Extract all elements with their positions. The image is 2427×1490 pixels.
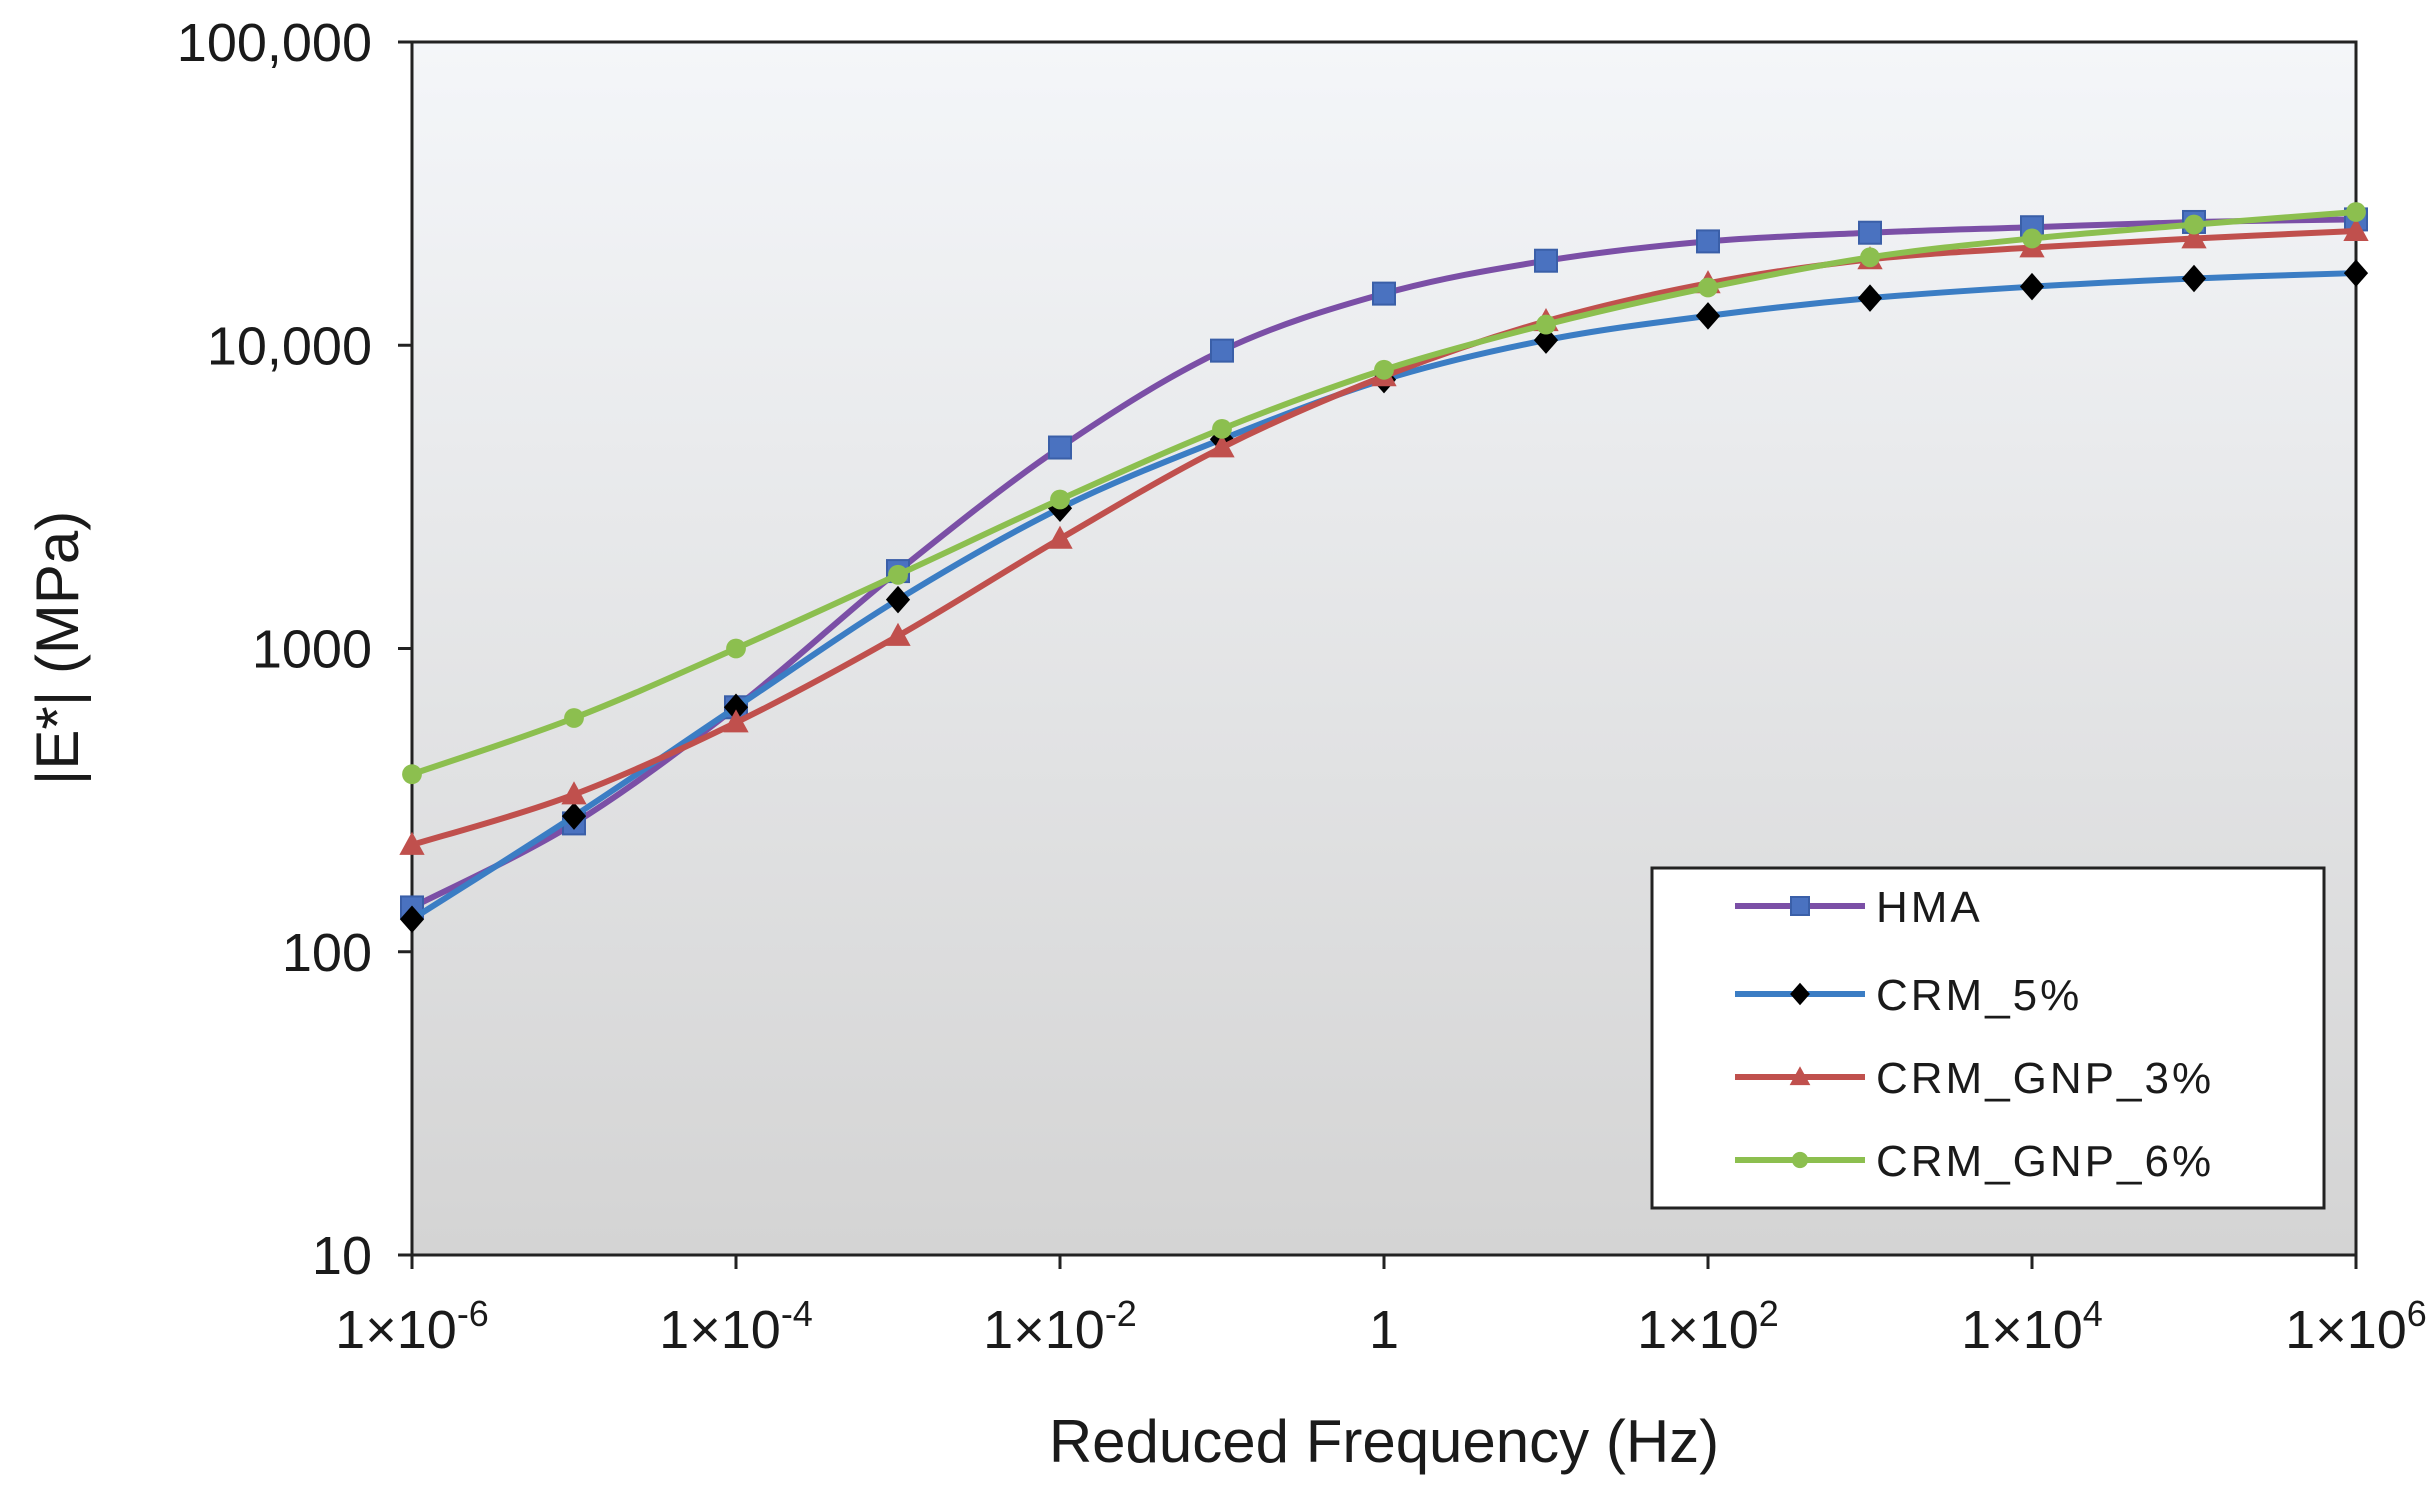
data-point	[1696, 229, 1720, 254]
data-point	[1212, 418, 1232, 439]
data-point	[2184, 214, 2204, 235]
data-point	[399, 831, 425, 855]
x-axis-title: Reduced Frequency (Hz)	[1049, 1408, 1719, 1475]
legend-label: CRM_GNP_6%	[1876, 1137, 2214, 1186]
legend-item: CRM_GNP_3%	[1735, 1054, 2214, 1103]
data-point	[2181, 264, 2207, 293]
x-tick-base: 1	[1369, 1300, 1399, 1360]
x-tick-label: 1×10-4	[659, 1293, 813, 1360]
data-point	[726, 638, 746, 659]
data-point	[885, 585, 911, 614]
data-point	[2343, 259, 2369, 287]
x-tick-label: 1	[1369, 1300, 1399, 1360]
data-point	[1536, 314, 1556, 335]
x-tick-exponent: 6	[2407, 1293, 2427, 1334]
x-tick-base: 1×10	[1637, 1300, 1759, 1360]
x-tick-base: 1×10	[983, 1300, 1105, 1360]
x-tick-label: 1×102	[1637, 1293, 1779, 1360]
x-tick-exponent: 4	[2083, 1293, 2103, 1334]
x-tick-exponent: -2	[1105, 1293, 1137, 1334]
data-point	[2346, 202, 2366, 222]
data-point	[723, 693, 749, 722]
data-point	[561, 802, 587, 830]
legend: HMA CRM_5% CRM_GNP_3% CRM_GNP_6%	[1650, 866, 2326, 1210]
y-tick-label: 100,000	[177, 13, 372, 73]
y-axis-ticks: 10 100 1000 10,000 100,000	[177, 13, 412, 1286]
data-point	[1534, 248, 1558, 273]
legend-item: CRM_GNP_6%	[1735, 1137, 2214, 1186]
data-point	[1698, 277, 1718, 298]
y-tick-label: 100	[282, 923, 372, 983]
data-point	[888, 564, 908, 585]
x-tick-exponent: -6	[457, 1293, 489, 1334]
x-tick-exponent: -4	[781, 1293, 813, 1334]
data-point	[561, 781, 587, 805]
data-point	[1857, 284, 1883, 312]
y-tick-label: 10,000	[207, 316, 372, 376]
data-point	[1860, 247, 1880, 268]
data-point	[1048, 435, 1072, 460]
legend-box	[1650, 866, 2326, 1210]
legend-marker	[1789, 1066, 1811, 1086]
data-point	[1858, 220, 1882, 245]
x-tick-base: 1×10	[2285, 1300, 2407, 1360]
legend-item: CRM_5%	[1735, 971, 2082, 1020]
x-tick-exponent: 2	[1759, 1293, 1779, 1334]
data-point	[1050, 489, 1070, 510]
y-tick-label: 1000	[252, 620, 372, 680]
data-point	[723, 709, 749, 733]
data-point	[399, 905, 425, 933]
y-tick-label: 10	[312, 1226, 372, 1286]
data-point	[2181, 225, 2207, 249]
data-point	[1374, 359, 1394, 380]
data-point	[885, 622, 911, 646]
data-point	[2022, 228, 2042, 249]
data-point	[2343, 217, 2369, 241]
data-point	[564, 708, 584, 728]
data-point	[1210, 338, 1234, 363]
data-point	[1372, 281, 1396, 306]
x-tick-base: 1×10	[659, 1300, 781, 1360]
legend-label: CRM_GNP_3%	[1876, 1054, 2214, 1103]
data-point	[1209, 434, 1235, 458]
data-point	[1533, 326, 1559, 354]
x-tick-base: 1×10	[1961, 1300, 2083, 1360]
legend-label: CRM_5%	[1876, 971, 2082, 1020]
legend-marker	[1790, 982, 1810, 1006]
x-axis-ticks: 1×10-6 1×10-4 1×10-2 1 1×102 1×104 1×106	[335, 1255, 2427, 1360]
x-tick-base: 1×10	[335, 1300, 457, 1360]
data-point	[2019, 272, 2045, 301]
series-crm-gnp-6-	[402, 202, 2366, 785]
legend-label: HMA	[1876, 883, 1983, 932]
y-axis-title: |E*| (MPa)	[24, 511, 91, 786]
legend-marker	[1791, 1151, 1809, 1169]
data-point	[402, 764, 422, 785]
x-tick-label: 1×10-6	[335, 1293, 489, 1360]
legend-item: HMA	[1735, 883, 1983, 932]
legend-marker	[1790, 896, 1810, 916]
data-point	[1047, 525, 1073, 549]
series-layer	[399, 202, 2369, 933]
x-tick-label: 1×10-2	[983, 1293, 1137, 1360]
x-tick-label: 1×104	[1961, 1293, 2103, 1360]
data-point	[1695, 302, 1721, 330]
x-tick-label: 1×106	[2285, 1293, 2427, 1360]
